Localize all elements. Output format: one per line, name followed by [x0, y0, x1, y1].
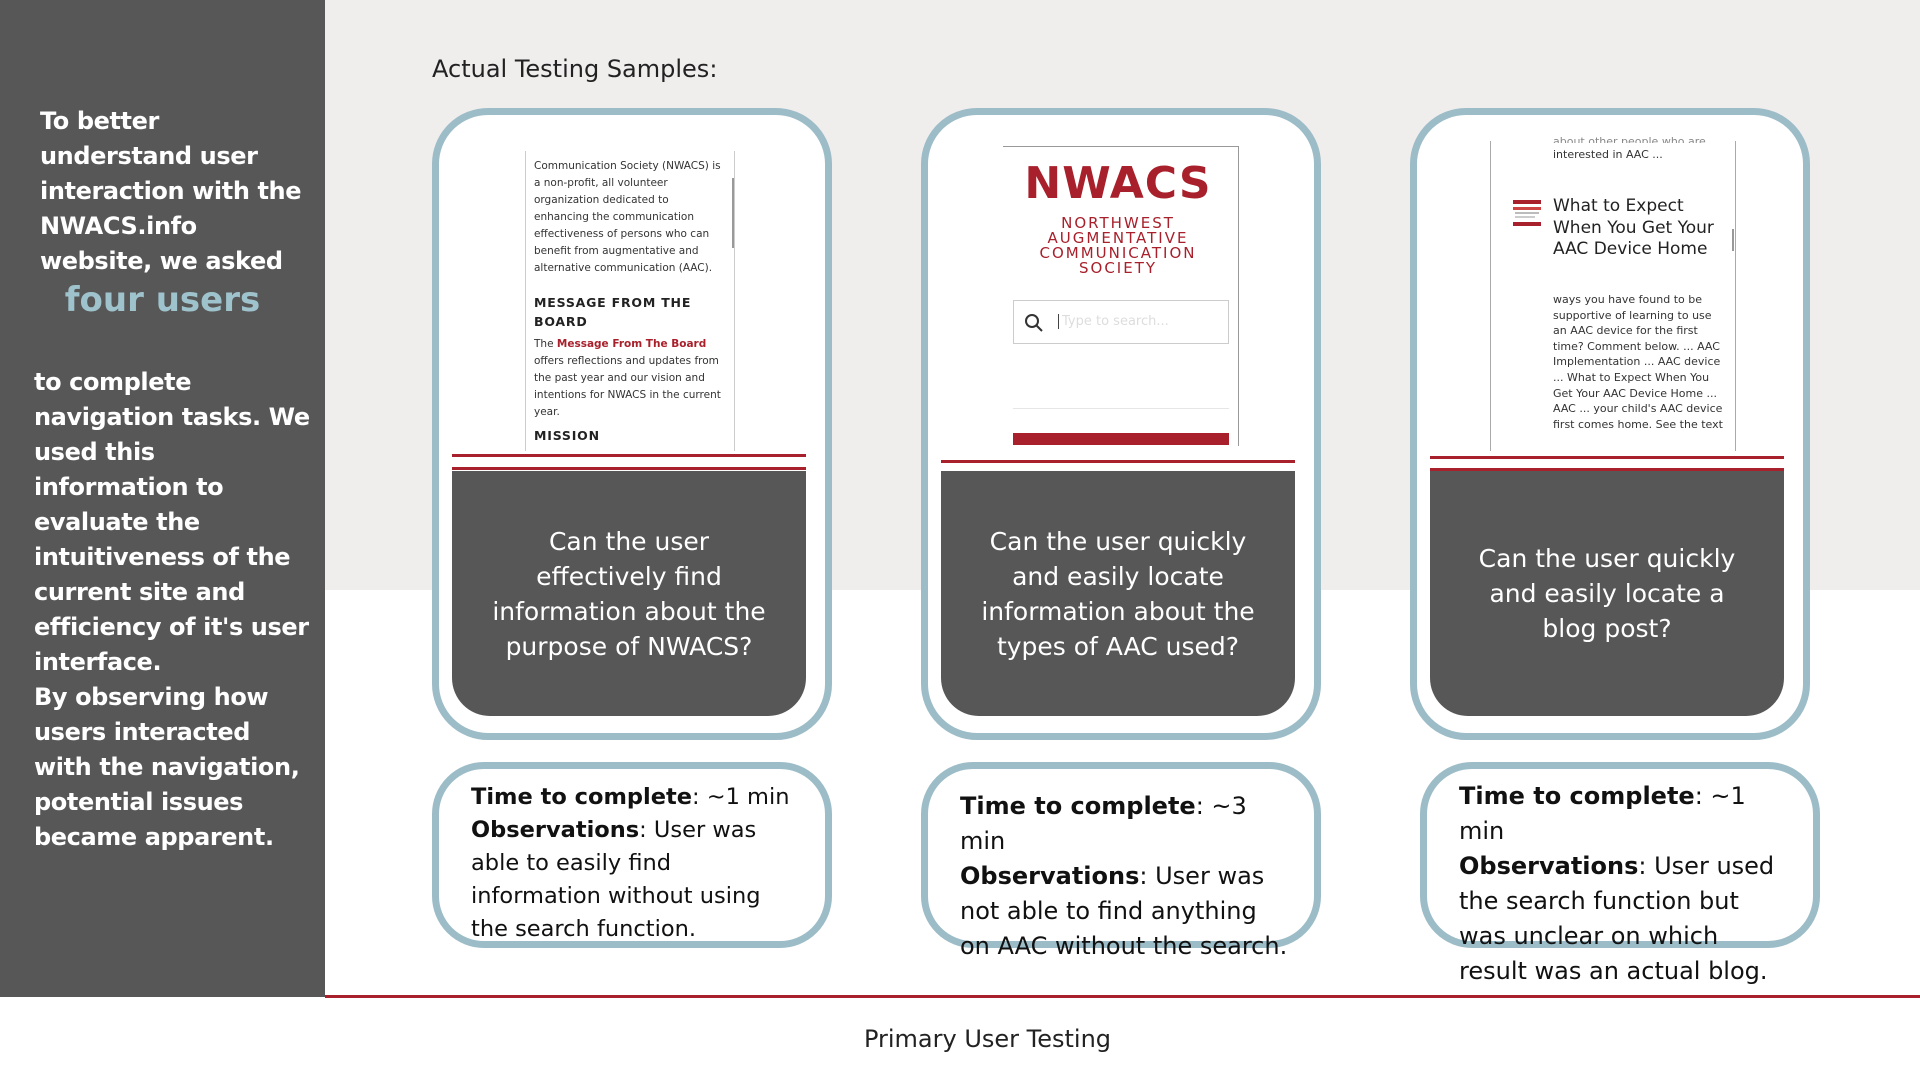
test-card-1: Communication Society (NWACS) is a non-p…	[432, 108, 832, 740]
divider	[1013, 408, 1229, 409]
section-title: Actual Testing Samples:	[432, 55, 718, 83]
nwacs-logo: NWACS	[1024, 158, 1212, 209]
time-value: : ~3 min	[960, 792, 1247, 855]
question-text: Can the user quickly and easily locate a…	[1478, 544, 1736, 643]
question-text: Can the user effectively find informatio…	[492, 526, 766, 661]
scrollbar	[732, 178, 734, 248]
card-inner: about other people who are interested in…	[1430, 136, 1784, 716]
card-inner: NWACS NORTHWEST AUGMENTATIVE COMMUNICATI…	[941, 136, 1295, 716]
screenshot-text: interested in AAC ...	[1553, 148, 1663, 161]
sidebar-highlight: four users	[64, 280, 261, 320]
time-value: : ~1 min	[691, 784, 790, 810]
divider-red	[1430, 456, 1784, 459]
site-screenshot: Communication Society (NWACS) is a non-p…	[452, 136, 806, 456]
screenshot-frame	[1003, 146, 1239, 446]
sidebar-body: to complete navigation tasks. We used th…	[34, 368, 310, 676]
observations-label: Observations	[960, 862, 1140, 890]
observation-box-2: Time to complete: ~3 min Observations: U…	[921, 762, 1321, 960]
slide-footer: Primary User Testing	[863, 1025, 1112, 1053]
question-text: Can the user quickly and easily locate i…	[981, 526, 1255, 661]
observations-label: Observations	[1459, 852, 1639, 880]
site-screenshot: about other people who are interested in…	[1430, 136, 1784, 456]
observation-box-1: Time to complete: ~1 min Observations: U…	[432, 762, 832, 948]
nwacs-logo-subtitle: NORTHWEST AUGMENTATIVE COMMUNICATION SOC…	[1039, 214, 1197, 277]
question-box: Can the user effectively find informatio…	[452, 471, 806, 716]
screenshot-frame	[1490, 141, 1736, 451]
search-icon	[1025, 314, 1043, 332]
card-inner: Communication Society (NWACS) is a non-p…	[452, 136, 806, 716]
divider-red	[452, 454, 806, 457]
observations-value: : User was not able to find anything on …	[960, 862, 1288, 960]
sidebar: To better understand user interaction wi…	[0, 0, 325, 997]
blog-post-excerpt: ways you have found to be supportive of …	[1553, 293, 1723, 431]
time-label: Time to complete	[960, 792, 1196, 820]
scrollbar	[1732, 229, 1734, 251]
test-card-3: about other people who are interested in…	[1410, 108, 1810, 740]
search-placeholder: Type to search...	[1058, 314, 1169, 329]
search-input[interactable]: Type to search...	[1013, 300, 1229, 344]
observations-value: : User was able to easily find informati…	[471, 817, 761, 942]
site-screenshot: NWACS NORTHWEST AUGMENTATIVE COMMUNICATI…	[941, 136, 1295, 456]
question-box: Can the user quickly and easily locate i…	[941, 471, 1295, 716]
divider-red	[452, 467, 806, 470]
bottom-divider	[325, 995, 1920, 998]
sidebar-intro: To better understand user interaction wi…	[40, 107, 302, 275]
blog-post-title-link[interactable]: What to Expect When You Get Your AAC Dev…	[1553, 196, 1714, 259]
divider-red	[1430, 468, 1784, 471]
message-from-board-link[interactable]: Message From The Board	[556, 338, 707, 350]
post-thumbnail-icon	[1513, 200, 1541, 226]
red-band	[1013, 433, 1229, 445]
observations-label: Observations	[471, 817, 640, 843]
test-card-2: NWACS NORTHWEST AUGMENTATIVE COMMUNICATI…	[921, 108, 1321, 740]
screenshot-text-cut: about other people who are	[1553, 136, 1706, 143]
sidebar-body-2: By observing how users interacted with t…	[34, 683, 300, 851]
time-label: Time to complete	[1459, 782, 1695, 810]
observation-box-3: Time to complete: ~1 min Observations: U…	[1420, 762, 1820, 985]
screenshot-paragraph: The Message From The Board offers reflec…	[534, 338, 721, 418]
question-box: Can the user quickly and easily locate a…	[1430, 471, 1784, 716]
screenshot-heading: MESSAGE FROM THE BOARD	[534, 295, 692, 329]
time-value: : ~1 min	[1459, 782, 1746, 845]
observations-value: : User used the search function but was …	[1459, 852, 1775, 985]
screenshot-paragraph: Communication Society (NWACS) is a non-p…	[534, 160, 721, 274]
time-label: Time to complete	[471, 784, 692, 810]
screenshot-heading: MISSION	[534, 428, 600, 443]
divider-red	[941, 460, 1295, 463]
screenshot-frame	[525, 151, 735, 451]
